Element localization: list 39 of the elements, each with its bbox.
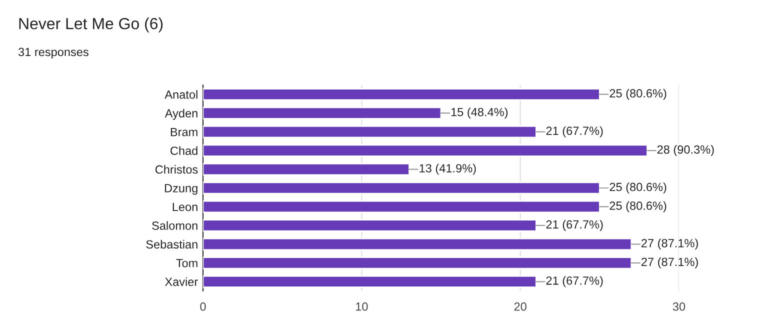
y-tick-label: Bram (170, 128, 198, 136)
x-tick-label: 20 (514, 302, 526, 311)
y-tick-label: Tom (176, 259, 198, 268)
data-label: 27 (87.1%) (642, 257, 698, 268)
y-tick-label: Anatol (164, 90, 198, 99)
x-tick-label: 10 (356, 302, 368, 311)
data-label: 28 (90.3%) (657, 145, 714, 156)
bar (203, 88, 600, 101)
chart-title: Never Let Me Go (6) (19, 18, 163, 32)
y-tick-label: Salomon (152, 221, 198, 230)
x-tick-label: 30 (672, 302, 686, 311)
bar (203, 162, 410, 176)
y-tick-label: Dzung (164, 184, 198, 195)
x-tick-label: 0 (200, 302, 206, 311)
bar (203, 219, 537, 232)
y-tick-label: Ayden (164, 108, 198, 120)
data-label: 15 (48.4%) (451, 108, 508, 119)
y-tick-label: Leon (172, 202, 198, 212)
data-label: 25 (80.6%) (610, 201, 666, 212)
data-label: 25 (80.6%) (610, 88, 666, 100)
bar (203, 144, 648, 157)
bar (203, 126, 537, 138)
bar (203, 256, 632, 270)
data-label: 13 (41.9%) (420, 164, 476, 175)
bar (203, 238, 632, 250)
data-label: 27 (87.1%) (642, 238, 698, 250)
data-label: 25 (80.6%) (610, 182, 666, 194)
bar (203, 275, 537, 288)
y-tick-label: Chad (170, 146, 198, 155)
text: 31 responses (18, 48, 88, 58)
data-label: 21 (67.7%) (546, 276, 603, 288)
bar (203, 182, 600, 194)
y-tick-label: Christos (155, 164, 198, 174)
bar (203, 200, 600, 214)
data-label: 21 (67.7%) (546, 220, 603, 231)
data-label: 21 (67.7%) (546, 126, 603, 138)
bar (203, 106, 442, 120)
y-tick-label: Sebastian (146, 240, 198, 249)
y-tick-label: Xavier (164, 277, 198, 286)
